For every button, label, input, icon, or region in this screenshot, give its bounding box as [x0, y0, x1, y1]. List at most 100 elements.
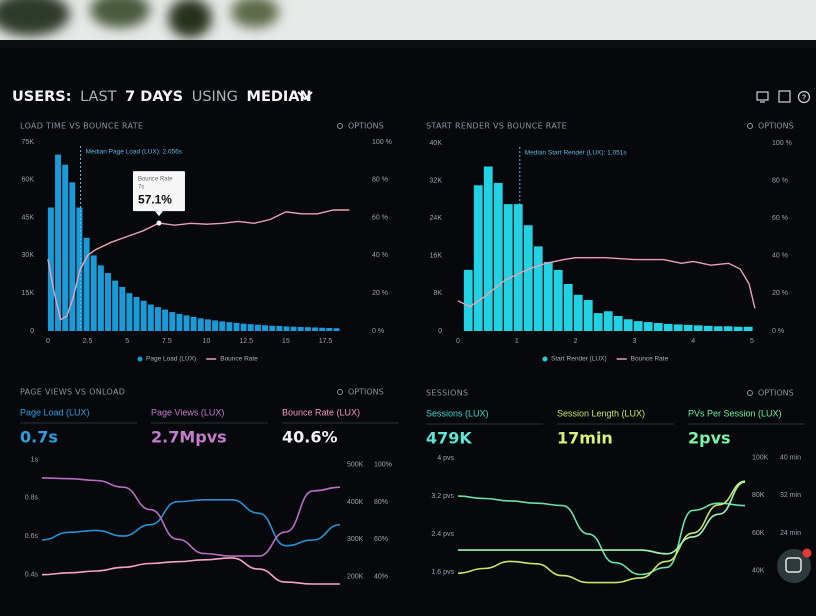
bounce-line	[47, 209, 350, 321]
toolbar-icons	[756, 90, 811, 104]
y-tick-label: 0.8s	[25, 495, 39, 502]
image-icon[interactable]	[778, 90, 791, 103]
options-icon[interactable]	[337, 389, 343, 395]
bar	[663, 323, 673, 331]
y-tick-label: 60K	[22, 177, 35, 184]
bar	[523, 225, 533, 331]
bar	[543, 261, 553, 331]
y-tick-label: 45K	[22, 214, 35, 221]
bar	[119, 286, 126, 331]
y-tick-label: 32K	[430, 177, 443, 184]
options-button[interactable]: OPTIONS	[348, 122, 384, 131]
options-icon[interactable]	[337, 123, 343, 129]
chat-button[interactable]	[777, 549, 811, 583]
metric-label: PVs Per Session (LUX)	[688, 408, 782, 418]
tooltip-x: 7s	[138, 185, 144, 191]
series-line	[41, 477, 341, 557]
legend-label: Start Render (LUX)	[551, 356, 607, 363]
metric-value: 2pvs	[688, 429, 731, 448]
y2-tick-label: 40K	[752, 568, 765, 575]
bar	[262, 325, 269, 331]
x-tick-label: 17.5	[319, 338, 333, 345]
bar	[155, 307, 161, 331]
bar	[703, 325, 713, 331]
y-tick-label: 2.4 pvs	[431, 531, 454, 538]
median-annotation: Median Page Load (LUX): 2.056s	[86, 149, 183, 156]
bar	[643, 322, 653, 331]
y3-tick-label: 60%	[374, 536, 388, 543]
x-tick-label: 0	[456, 338, 460, 345]
y2-tick-label: 80 %	[372, 177, 388, 184]
bar	[553, 269, 563, 331]
bar	[533, 246, 543, 331]
x-tick-label: 2	[574, 338, 578, 345]
panel-title: PAGE VIEWS VS ONLOAD	[20, 388, 125, 397]
bar	[247, 324, 254, 331]
options-button[interactable]: OPTIONS	[348, 388, 384, 397]
bar	[297, 326, 304, 331]
y3-tick-label: 32 min	[780, 492, 801, 499]
page-title: USERS: LAST 7 DAYS USING MEDIAN	[12, 89, 312, 105]
bar	[473, 185, 483, 331]
dropdown-chevron[interactable]	[297, 91, 313, 101]
bar	[197, 318, 204, 331]
y2-tick-label: 60 %	[772, 215, 788, 222]
x-tick-label: 0	[46, 338, 50, 345]
tooltip-box	[132, 171, 185, 212]
x-tick-label: 1	[515, 338, 519, 345]
metric-value: 40.6%	[282, 428, 338, 447]
bar	[112, 280, 119, 331]
metric-label: Session Length (LUX)	[557, 408, 645, 418]
bar	[147, 304, 154, 331]
y2-tick-label: 0 %	[772, 328, 784, 335]
title-part: 7 DAYS	[125, 89, 183, 105]
options-icon[interactable]	[747, 123, 753, 129]
metric-value: 2.7Mpvs	[151, 428, 227, 447]
bar	[212, 320, 219, 331]
bar	[162, 309, 169, 331]
help-icon[interactable]	[797, 90, 811, 104]
panel-title: LOAD TIME VS BOUNCE RATE	[20, 122, 143, 131]
options-button[interactable]: OPTIONS	[758, 389, 794, 398]
metric-value: 0.7s	[20, 428, 58, 447]
tooltip-marker	[156, 220, 162, 226]
bar	[83, 237, 90, 331]
y-tick-label: 0	[438, 328, 442, 335]
bar	[573, 294, 583, 331]
bezel	[0, 40, 816, 48]
x-tick-label: 15	[282, 338, 290, 345]
bar	[69, 182, 76, 331]
median-annotation: Median Start Render (LUX): 1.051s	[525, 150, 628, 157]
bar	[133, 296, 140, 331]
series-line	[41, 557, 340, 585]
plant	[0, 0, 279, 38]
y3-tick-label: 40%	[374, 573, 388, 580]
options-button[interactable]: OPTIONS	[758, 122, 794, 131]
metric-value: 17min	[557, 429, 613, 448]
y-tick-label: 75K	[22, 139, 35, 146]
bar	[190, 316, 197, 331]
bar	[269, 325, 276, 331]
y2-tick-label: 400K	[347, 499, 364, 506]
bar	[55, 154, 62, 331]
bar	[593, 313, 603, 331]
tooltip-value: 57.1%	[138, 192, 172, 206]
tooltip-title: Bounce Rate	[138, 177, 173, 183]
panel-title: START RENDER VS BOUNCE RATE	[426, 122, 567, 131]
metric-value: 479K	[426, 429, 472, 448]
bar	[733, 326, 743, 331]
options-icon[interactable]	[747, 390, 753, 396]
bar	[176, 313, 183, 331]
y2-tick-label: 0 %	[372, 328, 384, 335]
y2-tick-label: 200K	[347, 573, 364, 580]
desktop-icon[interactable]	[756, 91, 769, 101]
y2-tick-label: 100 %	[372, 139, 392, 146]
panel-title: SESSIONS	[426, 389, 468, 398]
legend-label: Bounce Rate	[631, 356, 669, 363]
bar	[126, 293, 133, 331]
bar	[312, 327, 318, 331]
chat-widget[interactable]	[777, 548, 812, 584]
help-icon-glyph: ?	[802, 94, 806, 101]
y2-tick-label: 80K	[752, 492, 765, 499]
